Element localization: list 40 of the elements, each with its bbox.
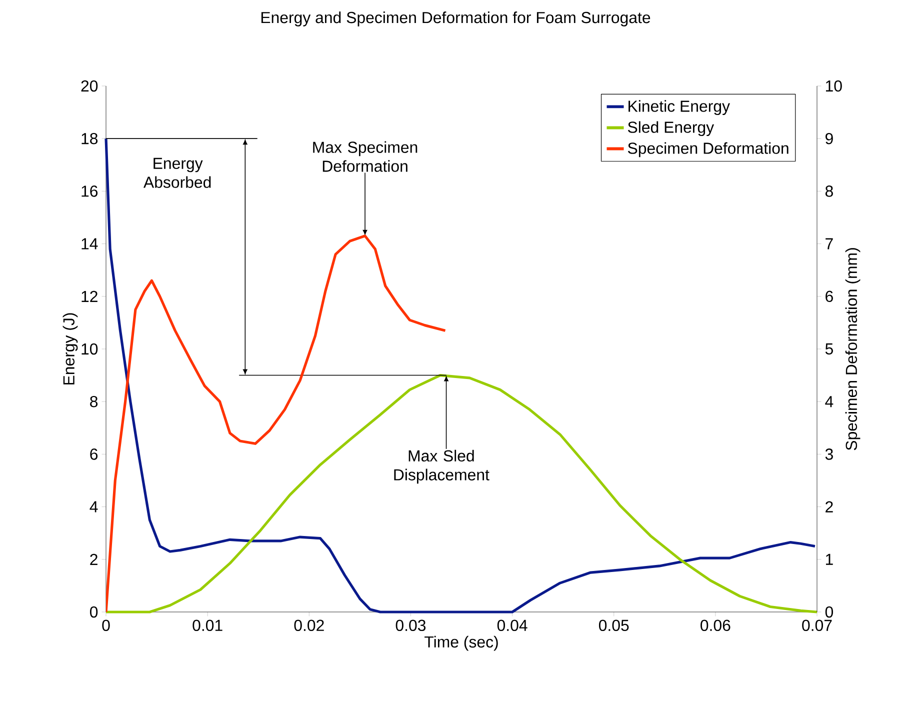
y-tick-label: 4 (90, 501, 98, 512)
y2-tick-label: 6 (826, 290, 833, 302)
x-tick-label: 0.06 (700, 620, 730, 632)
x-tick-label: 0.07 (802, 620, 832, 632)
chart-title: Energy and Specimen Deformation for Foam Surrogate (261, 12, 650, 26)
y-tick-label: 10 (82, 343, 98, 355)
annotation: Energy Absorbed (143, 158, 211, 188)
y2-tick-label: 3 (825, 448, 833, 460)
y2-tick-label: 10 (826, 80, 842, 92)
y-tick-label: 8 (90, 396, 98, 408)
legend-label: Sled Energy (628, 121, 714, 136)
x-tick-label: 0.02 (294, 620, 324, 632)
x-tick-label: 0 (102, 620, 110, 632)
legend-label: Kinetic Energy (628, 100, 730, 116)
x-tick-label: 0.05 (598, 620, 629, 632)
y2-tick-label: 7 (826, 238, 833, 250)
y2-tick-label: 2 (826, 501, 833, 512)
annotation: Max Specimen Deformation (313, 141, 418, 172)
legend-label: Specimen Deformation (628, 142, 788, 158)
y-tick-label: 20 (81, 80, 98, 92)
y2-axis-title: Specimen Deformation (mm) (845, 248, 860, 450)
y2-tick-label: 4 (825, 396, 834, 408)
y-tick-label: 18 (82, 132, 98, 144)
y-tick-label: 0 (90, 606, 98, 618)
annotation: Max Sled Displacement (394, 450, 490, 484)
x-tick-label: 0.01 (192, 620, 222, 632)
x-tick-label: 0.04 (497, 620, 528, 632)
y-tick-label: 14 (82, 238, 98, 250)
y2-tick-label: 8 (825, 186, 833, 197)
y2-tick-label: 5 (825, 343, 833, 355)
x-tick-label: 0.03 (396, 620, 426, 632)
y2-tick-label: 0 (825, 606, 834, 618)
y-tick-label: 2 (90, 554, 98, 565)
y2-tick-label: 9 (826, 132, 833, 144)
y-tick-label: 6 (90, 448, 98, 460)
y-tick-label: 12 (82, 290, 98, 302)
y-tick-label: 16 (82, 186, 98, 197)
x-axis-title: Time (sec) (424, 636, 498, 651)
y2-tick-label: 1 (826, 554, 833, 565)
y-axis-title: Energy (J) (62, 313, 78, 384)
